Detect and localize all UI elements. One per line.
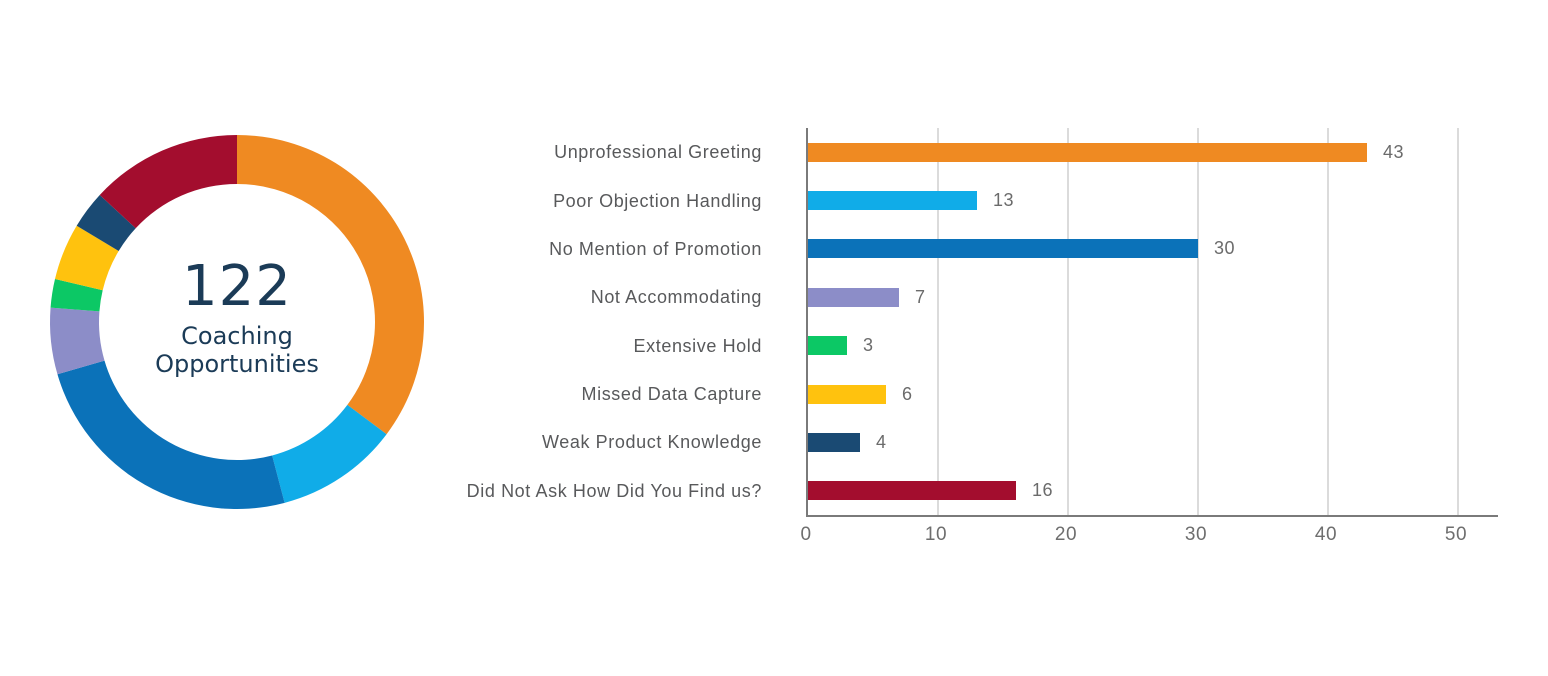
category-label-unprofessional-greeting: Unprofessional Greeting xyxy=(554,142,762,163)
bar-value-unprofessional-greeting: 43 xyxy=(1383,141,1405,162)
bar-missed-data-capture[interactable] xyxy=(808,384,886,404)
donut-segment-no-mention-of-promotion[interactable] xyxy=(57,360,285,509)
category-label-did-not-ask-how-did-you-find-us: Did Not Ask How Did You Find us? xyxy=(466,480,762,501)
bar-extensive-hold[interactable] xyxy=(808,336,847,356)
gridline-x-50 xyxy=(1457,128,1459,515)
bar-value-no-mention-of-promotion: 30 xyxy=(1214,238,1236,259)
bar-weak-product-knowledge[interactable] xyxy=(808,432,860,452)
donut-segment-weak-product-knowledge[interactable] xyxy=(76,194,136,251)
category-label-not-accommodating: Not Accommodating xyxy=(590,287,762,308)
donut-segment-extensive-hold[interactable] xyxy=(50,279,103,312)
donut-chart xyxy=(50,135,424,509)
x-tick-20: 20 xyxy=(1054,524,1078,545)
x-tick-50: 50 xyxy=(1444,524,1468,545)
bar-value-did-not-ask-how-did-you-find-us: 16 xyxy=(1032,480,1054,501)
donut-segment-unprofessional-greeting[interactable] xyxy=(237,135,424,435)
category-label-extensive-hold: Extensive Hold xyxy=(633,335,762,356)
category-label-poor-objection-handling: Poor Objection Handling xyxy=(553,190,762,211)
donut-segment-missed-data-capture[interactable] xyxy=(55,225,119,291)
bar-value-extensive-hold: 3 xyxy=(863,335,874,356)
bar-chart-category-labels: Unprofessional Greeting Poor Objection Ha… xyxy=(300,128,762,515)
bar-value-poor-objection-handling: 13 xyxy=(993,190,1015,211)
bar-unprofessional-greeting[interactable] xyxy=(808,142,1367,162)
bar-did-not-ask-how-did-you-find-us[interactable] xyxy=(808,481,1016,501)
bar-value-missed-data-capture: 6 xyxy=(902,383,913,404)
bar-value-not-accommodating: 7 xyxy=(915,286,926,307)
donut-segment-did-not-ask-how-did-you-find-us[interactable] xyxy=(99,135,237,229)
bar-not-accommodating[interactable] xyxy=(808,287,899,307)
x-tick-0: 0 xyxy=(800,524,812,545)
gridline-x-10 xyxy=(937,128,939,515)
donut-segment-poor-objection-handling[interactable] xyxy=(272,404,387,503)
bar-no-mention-of-promotion[interactable] xyxy=(808,239,1198,259)
category-label-no-mention-of-promotion: No Mention of Promotion xyxy=(549,238,762,259)
bar-value-weak-product-knowledge: 4 xyxy=(876,431,887,452)
gridline-x-20 xyxy=(1067,128,1069,515)
category-label-weak-product-knowledge: Weak Product Knowledge xyxy=(542,432,762,453)
bar-poor-objection-handling[interactable] xyxy=(808,191,977,211)
bar-chart-plot-area: 43 13 30 7 3 6 4 16 xyxy=(806,128,1498,517)
x-tick-40: 40 xyxy=(1314,524,1338,545)
x-tick-10: 10 xyxy=(924,524,948,545)
donut-segment-not-accommodating[interactable] xyxy=(50,307,105,375)
gridline-x-40 xyxy=(1327,128,1329,515)
gridline-x-30 xyxy=(1197,128,1199,515)
category-label-missed-data-capture: Missed Data Capture xyxy=(581,384,762,405)
x-tick-30: 30 xyxy=(1184,524,1208,545)
